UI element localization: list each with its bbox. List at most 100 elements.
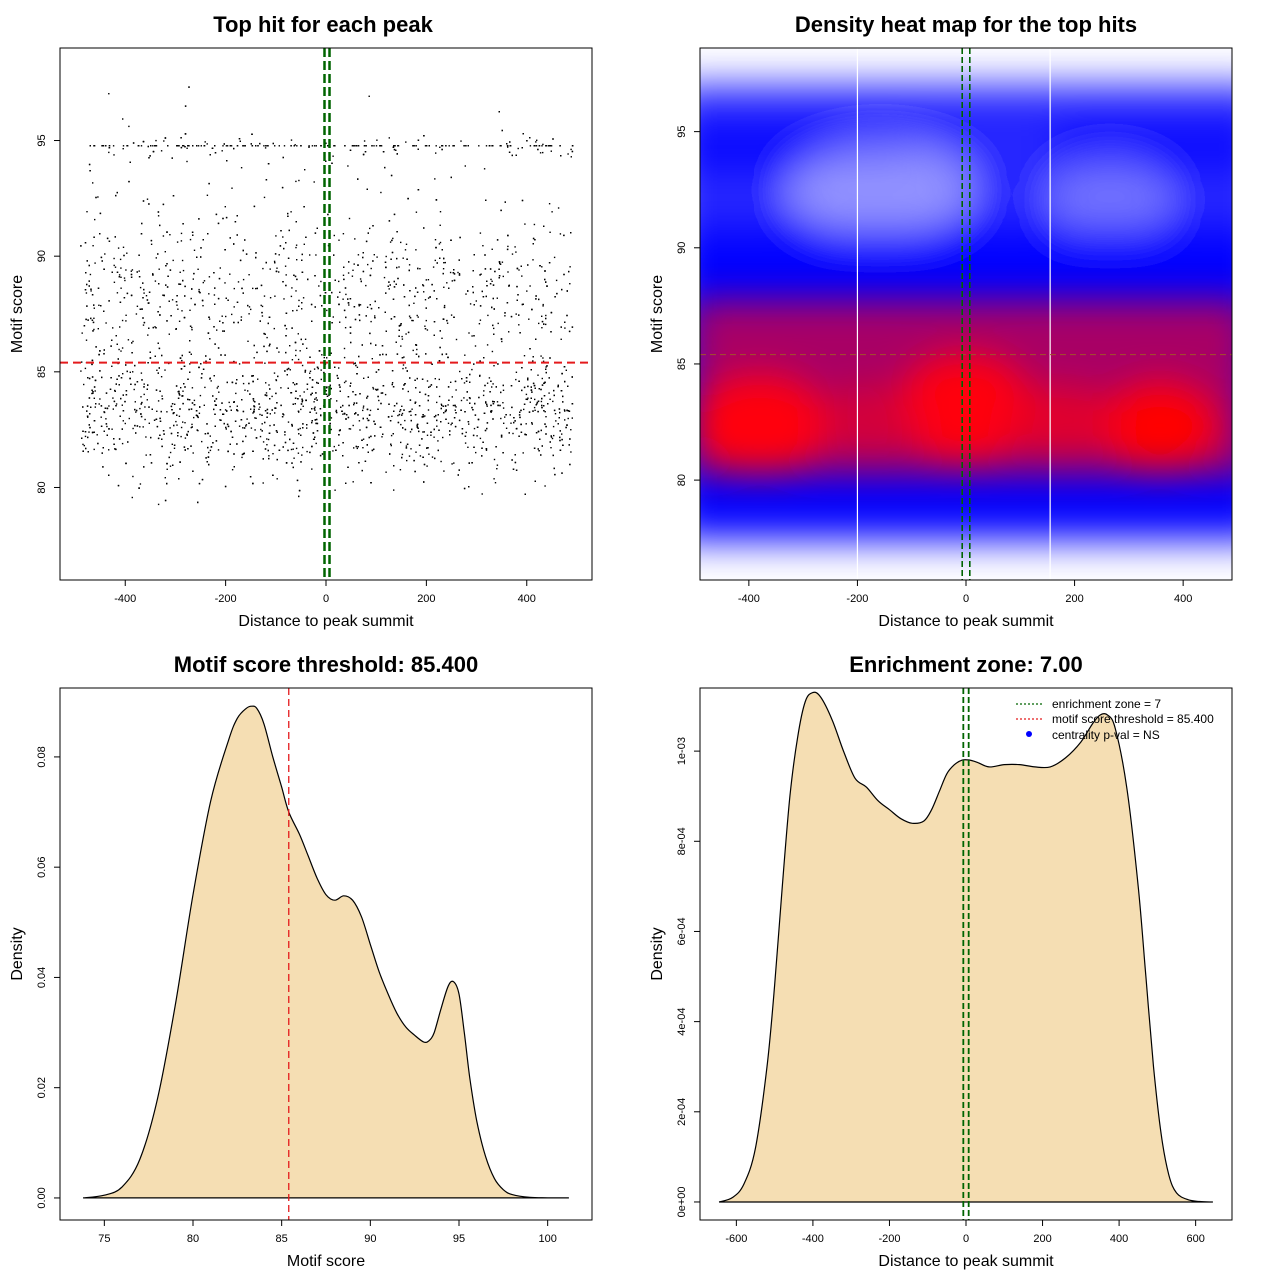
scatter-point: [181, 354, 183, 357]
score-density-xtick-label: 100: [538, 1233, 556, 1245]
scatter-point: [111, 365, 113, 367]
scatter-point: [320, 414, 322, 416]
scatter-point: [264, 394, 266, 396]
scatter-point: [237, 281, 240, 283]
scatter-point: [225, 216, 228, 219]
scatter-point: [165, 284, 167, 286]
scatter-point: [355, 402, 358, 404]
scatter-point: [533, 145, 535, 147]
scatter-point: [415, 145, 417, 147]
scatter-point: [176, 145, 178, 147]
scatter-point: [93, 420, 96, 422]
scatter-point: [538, 450, 540, 452]
scatter-point: [266, 412, 269, 414]
scatter-point: [548, 262, 551, 264]
scatter-point: [401, 338, 404, 340]
scatter-point: [475, 300, 477, 302]
scatter-point: [542, 143, 544, 146]
scatter-point: [519, 416, 521, 419]
scatter-point: [166, 462, 168, 465]
scatter-point: [204, 141, 206, 143]
scatter-point: [289, 345, 291, 347]
scatter-point: [105, 392, 108, 394]
scatter-point: [143, 466, 145, 468]
scatter-point: [287, 387, 289, 389]
scatter-point: [518, 314, 520, 316]
scatter-point: [566, 314, 568, 317]
scatter-point: [568, 330, 571, 333]
scatter-point: [222, 145, 224, 147]
scatter-point: [416, 424, 418, 426]
scatter-point: [548, 203, 551, 205]
scatter-point: [385, 266, 387, 269]
scatter-point: [208, 451, 210, 454]
scatter-point: [455, 389, 457, 391]
scatter-point: [541, 377, 543, 380]
scatter-point: [343, 347, 346, 350]
scatter-point: [502, 452, 504, 454]
scatter-point: [114, 389, 116, 392]
scatter-point: [140, 145, 143, 147]
scatter-point: [453, 145, 455, 147]
scatter-point: [311, 379, 314, 381]
scatter-point: [188, 408, 190, 411]
scatter-point: [209, 377, 211, 379]
scatter-point: [87, 416, 89, 418]
scatter-point: [267, 438, 270, 441]
scatter-point: [450, 381, 452, 383]
scatter-point: [445, 418, 447, 420]
scatter-point: [340, 406, 342, 408]
scatter-point: [454, 404, 456, 407]
scatter-point: [182, 279, 184, 282]
scatter-point: [511, 406, 513, 409]
score-density-ytick-label: 0.00: [36, 1187, 48, 1208]
scatter-point: [472, 434, 475, 437]
scatter-point: [161, 395, 163, 397]
scatter-point: [571, 326, 574, 328]
legend-key-centrality: [1026, 731, 1032, 737]
scatter-point: [309, 370, 312, 372]
scatter-point: [123, 254, 125, 257]
scatter-point: [362, 153, 365, 156]
scatter-point: [550, 331, 552, 333]
scatter-point: [566, 290, 568, 292]
scatter-point: [90, 317, 92, 320]
scatter-point: [408, 269, 410, 272]
scatter-point: [177, 435, 179, 437]
scatter-point: [346, 414, 348, 416]
scatter-point: [257, 145, 259, 147]
scatter-point: [267, 163, 270, 165]
scatter-point: [423, 291, 425, 293]
scatter-point: [229, 237, 231, 239]
scatter-point: [302, 405, 304, 407]
scatter-point: [347, 272, 350, 274]
scatter-point: [536, 139, 538, 141]
scatter-point: [365, 145, 367, 147]
scatter-point: [483, 412, 486, 414]
scatter-point: [361, 469, 363, 472]
scatter-point: [392, 237, 394, 240]
scatter-point: [215, 398, 218, 400]
scatter-point: [309, 372, 311, 374]
scatter-point: [259, 413, 261, 416]
scatter-point: [293, 274, 295, 276]
distance-density-ytick-label: 6e-04: [676, 917, 688, 945]
scatter-point: [192, 470, 194, 472]
scatter-point: [163, 433, 165, 435]
scatter-point: [452, 404, 455, 407]
scatter-point: [472, 270, 474, 272]
scatter-point: [507, 245, 509, 248]
scatter-point: [186, 160, 188, 163]
scatter-point: [325, 390, 327, 392]
scatter-point: [391, 415, 393, 417]
scatter-point: [202, 305, 204, 307]
scatter-ytick-label: 80: [36, 481, 48, 493]
scatter-point: [415, 387, 417, 389]
scatter-point: [301, 302, 303, 304]
scatter-point: [354, 413, 356, 415]
scatter-point: [82, 430, 84, 432]
scatter-point: [263, 145, 265, 147]
scatter-point: [377, 408, 379, 410]
scatter-point: [176, 295, 178, 297]
scatter-point: [334, 366, 336, 368]
